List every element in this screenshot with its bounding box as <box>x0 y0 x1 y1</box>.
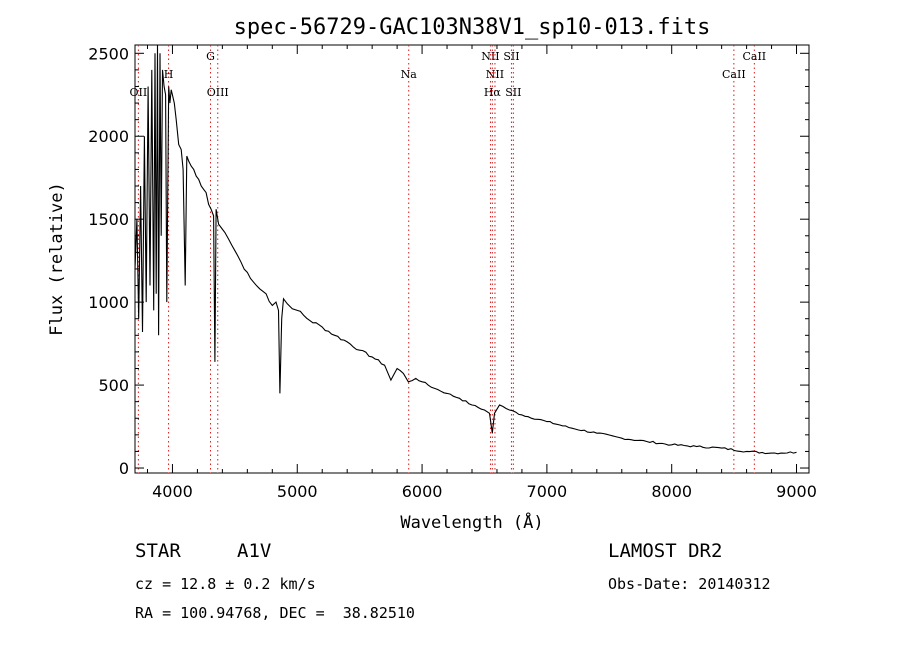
line-label-caii: CaII <box>742 50 766 63</box>
spectral-subclass: A1V <box>237 540 272 562</box>
line-label-nii: NII <box>481 50 499 63</box>
y-tick-label: 1500 <box>88 210 129 229</box>
line-label-caii: CaII <box>722 68 746 81</box>
line-label-h: H <box>164 68 174 81</box>
x-tick-label: 7000 <box>527 482 568 501</box>
y-tick-label: 1000 <box>88 293 129 312</box>
y-tick-label: 2000 <box>88 127 129 146</box>
line-label-oiii: OIII <box>207 86 229 99</box>
redshift-cz: cz = 12.8 ± 0.2 km/s <box>135 575 316 593</box>
y-tick-label: 2500 <box>88 44 129 63</box>
line-label-sii: SII <box>505 86 521 99</box>
x-tick-label: 5000 <box>277 482 318 501</box>
observation-date: Obs-Date: 20140312 <box>608 575 771 593</box>
x-tick-label: 4000 <box>152 482 193 501</box>
y-tick-label: 500 <box>98 376 129 395</box>
object-class-label: STAR <box>135 540 181 562</box>
survey-name: LAMOST DR2 <box>608 540 723 562</box>
line-label-sii: SII <box>503 50 519 63</box>
x-tick-label: 8000 <box>651 482 692 501</box>
x-axis-label: Wavelength (Å) <box>400 511 543 533</box>
line-label-g: G <box>206 50 215 63</box>
ra-dec-coordinates: RA = 100.94768, DEC = 38.82510 <box>135 604 415 622</box>
chart-title: spec-56729-GAC103N38V1_sp10-013.fits <box>234 15 711 40</box>
line-label-oii: OII <box>130 86 148 99</box>
axis-ticks: 4000 5000 6000 7000 8000 9000 0 500 1000 1500 2000… <box>88 44 817 501</box>
y-axis-label: Flux (relative) <box>47 182 67 336</box>
line-label-hα: Hα <box>484 86 502 99</box>
y-tick-label: 0 <box>119 459 129 478</box>
spectrum-series-line <box>134 44 797 455</box>
plot-frame <box>134 44 810 474</box>
line-label-nii: NII <box>486 68 504 81</box>
x-tick-label: 9000 <box>776 482 817 501</box>
line-label-na: Na <box>401 68 418 81</box>
x-tick-label: 6000 <box>402 482 443 501</box>
